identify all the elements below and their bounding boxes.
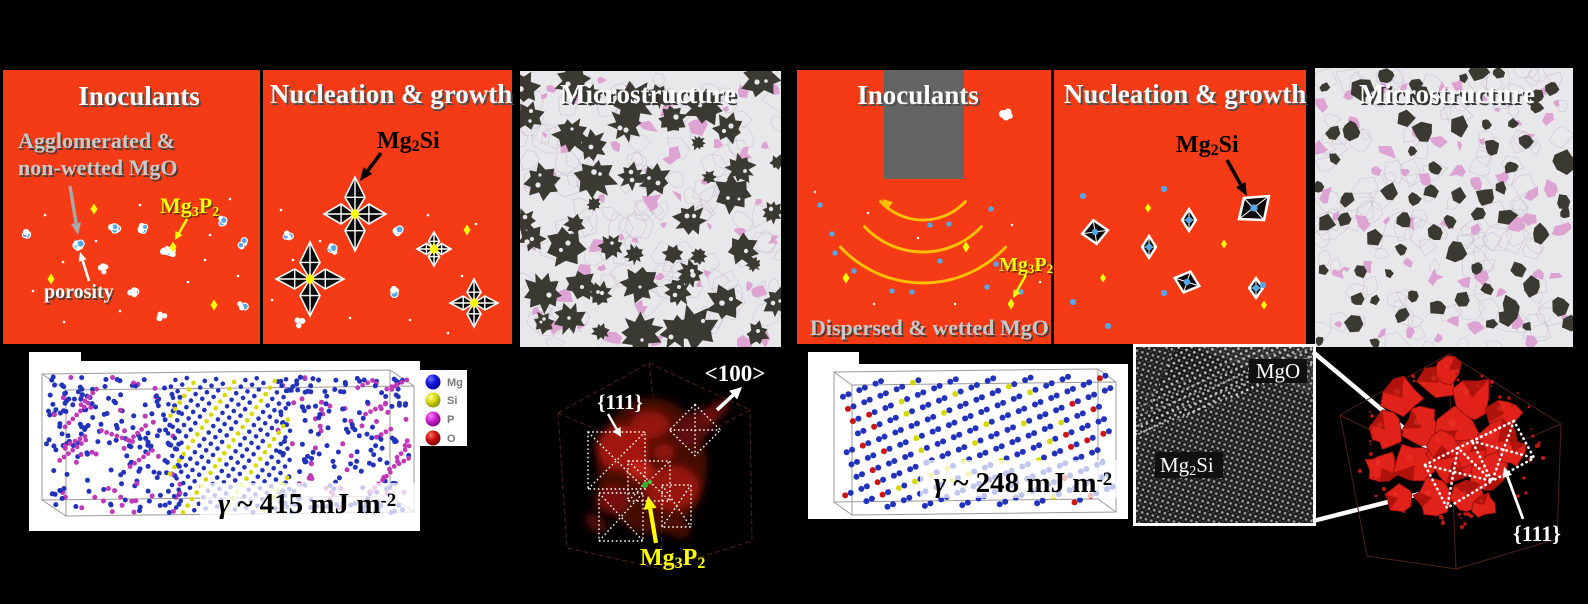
svg-text:γ ~ 248 mJ m-2: γ ~ 248 mJ m-2: [934, 467, 1112, 499]
svg-text:Mg3P2: Mg3P2: [160, 193, 219, 220]
svg-text:Mg3P2: Mg3P2: [640, 545, 705, 572]
svg-text:Si: Si: [447, 395, 457, 407]
svg-text:Mg2Si: Mg2Si: [377, 128, 440, 155]
svg-text:Agglomerated &: Agglomerated &: [20, 130, 177, 155]
svg-text:Inoculants: Inoculants: [857, 80, 979, 110]
svg-text:porosity: porosity: [44, 281, 114, 303]
svg-text:Microstructure: Microstructure: [1359, 79, 1535, 109]
svg-text:Inoculants: Inoculants: [78, 81, 200, 111]
svg-text:{111}: {111}: [597, 390, 643, 414]
svg-text:Inoculants: Inoculants: [859, 82, 981, 112]
svg-text:Nucleation & growth: Nucleation & growth: [1066, 81, 1309, 111]
svg-text:Nucleation & growth: Nucleation & growth: [1064, 79, 1307, 109]
svg-text:Mg3P2: Mg3P2: [999, 254, 1053, 276]
svg-text:Mg3P2: Mg3P2: [1000, 255, 1054, 277]
svg-text:O: O: [447, 433, 456, 445]
svg-text:Microstructure: Microstructure: [562, 81, 738, 111]
svg-text:non-wetted MgO: non-wetted MgO: [18, 155, 177, 180]
svg-text:porosity: porosity: [46, 283, 116, 305]
svg-text:{111}: {111}: [1513, 521, 1561, 546]
svg-text:non-wetted MgO: non-wetted MgO: [20, 157, 179, 182]
svg-text:Mg2Si: Mg2Si: [1160, 453, 1214, 479]
svg-text:MgO: MgO: [1256, 359, 1300, 383]
svg-text:Microstructure: Microstructure: [560, 79, 736, 109]
svg-text:Microstructure: Microstructure: [1361, 81, 1537, 111]
svg-text:γ ~ 415 mJ m-2: γ ~ 415 mJ m-2: [218, 488, 396, 520]
svg-text:<100>: <100>: [705, 361, 766, 386]
svg-text:Mg3P2: Mg3P2: [161, 194, 220, 221]
svg-text:Dispersed & wetted MgO: Dispersed & wetted MgO: [810, 315, 1049, 340]
svg-text:Nucleation & growth: Nucleation & growth: [272, 81, 515, 111]
svg-text:Nucleation & growth: Nucleation & growth: [270, 79, 513, 109]
svg-text:Dispersed & wetted MgO: Dispersed & wetted MgO: [812, 317, 1051, 342]
svg-text:Mg2Si: Mg2Si: [1176, 132, 1239, 159]
svg-text:P: P: [447, 414, 454, 426]
svg-text:Mg: Mg: [447, 377, 463, 389]
svg-text:Agglomerated &: Agglomerated &: [18, 128, 175, 153]
svg-text:Inoculants: Inoculants: [80, 83, 202, 113]
